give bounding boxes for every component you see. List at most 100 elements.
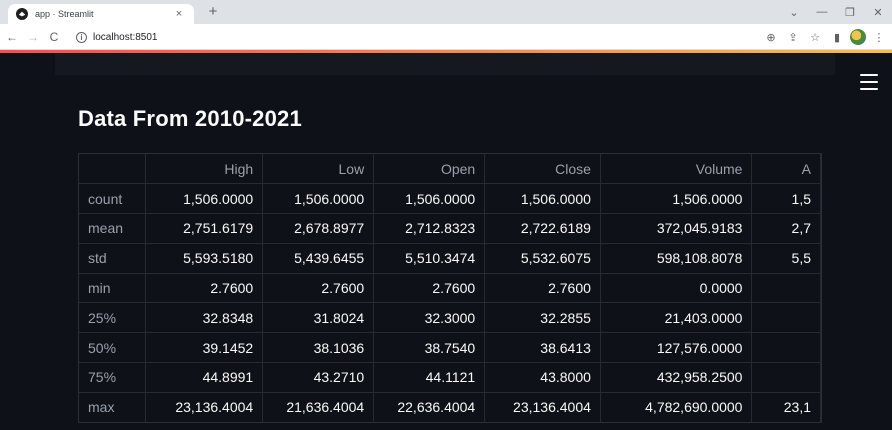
table-cell[interactable]: 432,958.2500 [600, 362, 753, 393]
reload-icon[interactable]: C [49, 29, 59, 44]
table-cell[interactable]: 598,108.8078 [600, 243, 753, 274]
table-cell[interactable]: 2,712.8323 [373, 213, 486, 244]
table-cell[interactable]: 2.7600 [484, 273, 601, 304]
stats-table: High Low Open Close Volume A count 1,506… [79, 154, 821, 422]
table-cell[interactable]: 5,439.6455 [262, 243, 375, 274]
row-index: 25% [79, 302, 146, 334]
streamlit-decoration-bar [0, 50, 892, 53]
row-index: max [79, 392, 146, 422]
table-cell[interactable]: 2,722.6189 [484, 213, 601, 244]
table-cell[interactable]: 21,403.0000 [600, 302, 753, 334]
table-row: mean 2,751.6179 2,678.8977 2,712.8323 2,… [79, 213, 821, 244]
table-row: std 5,593.5180 5,439.6455 5,510.3474 5,5… [79, 243, 821, 274]
table-cell[interactable]: 2,7 [751, 213, 821, 244]
table-row: 75% 44.8991 43.2710 44.1121 43.8000 432,… [79, 362, 821, 393]
table-cell[interactable]: 5,593.5180 [145, 243, 264, 274]
table-cell[interactable] [751, 273, 821, 304]
column-header[interactable]: Volume [600, 154, 753, 185]
row-index: 50% [79, 332, 146, 364]
row-index: 75% [79, 362, 146, 393]
table-row: min 2.7600 2.7600 2.7600 2.7600 0.0000 [79, 273, 821, 304]
table-row: max 23,136.4004 21,636.4004 22,636.4004 … [79, 392, 821, 422]
table-cell[interactable]: 127,576.0000 [600, 332, 753, 364]
table-cell[interactable]: 372,045.9183 [600, 213, 753, 244]
close-window-icon[interactable]: ✕ [873, 6, 883, 19]
more-menu-icon[interactable]: ⋮ [873, 31, 885, 44]
table-cell[interactable]: 38.6413 [484, 332, 601, 364]
table-cell[interactable]: 44.8991 [145, 362, 264, 393]
table-cell[interactable]: 43.2710 [262, 362, 375, 393]
table-row: 25% 32.8348 31.8024 32.3000 32.2855 21,4… [79, 302, 821, 334]
browser-toolbar: ← → C i localhost:8501 ⊕ ⇪ ☆ ▮ ⋮ [0, 24, 892, 50]
table-cell[interactable]: 1,506.0000 [373, 183, 486, 215]
table-cell[interactable]: 23,1 [751, 392, 821, 422]
bookmark-star-icon[interactable]: ☆ [810, 31, 820, 44]
browser-tab[interactable]: app · Streamlit × [8, 4, 194, 24]
table-cell[interactable]: 2.7600 [145, 273, 264, 304]
forward-arrow-icon[interactable]: → [27, 29, 39, 44]
table-cell[interactable]: 32.2855 [484, 302, 601, 334]
new-tab-button[interactable]: + [208, 3, 218, 20]
table-cell[interactable] [751, 362, 821, 393]
table-cell[interactable]: 1,506.0000 [145, 183, 264, 215]
table-cell[interactable]: 39.1452 [145, 332, 264, 364]
table-cell[interactable]: 23,136.4004 [484, 392, 601, 422]
table-cell[interactable]: 31.8024 [262, 302, 375, 334]
column-header[interactable]: Close [484, 154, 601, 185]
column-header[interactable]: A [751, 154, 821, 185]
table-cell[interactable] [751, 332, 821, 364]
minimize-icon[interactable]: — [816, 6, 828, 18]
table-cell[interactable]: 1,506.0000 [262, 183, 375, 215]
dataframe[interactable]: High Low Open Close Volume A count 1,506… [78, 153, 822, 423]
table-cell[interactable]: 2,678.8977 [262, 213, 375, 244]
table-cell[interactable]: 38.7540 [373, 332, 486, 364]
streamlit-favicon-icon [16, 8, 28, 20]
table-cell[interactable]: 43.8000 [484, 362, 601, 393]
column-header[interactable]: Low [262, 154, 375, 185]
url-text[interactable]: localhost:8501 [93, 31, 158, 43]
tab-close-icon[interactable]: × [175, 8, 183, 20]
header-band [55, 53, 835, 75]
table-cell[interactable]: 2.7600 [373, 273, 486, 304]
table-cell[interactable]: 32.8348 [145, 302, 264, 334]
table-row: 50% 39.1452 38.1036 38.7540 38.6413 127,… [79, 332, 821, 364]
table-cell[interactable]: 4,782,690.0000 [600, 392, 753, 422]
table-cell[interactable]: 5,510.3474 [373, 243, 486, 274]
table-cell[interactable]: 1,506.0000 [484, 183, 601, 215]
table-cell[interactable] [751, 302, 821, 334]
table-cell[interactable]: 21,636.4004 [262, 392, 375, 422]
table-cell[interactable]: 22,636.4004 [373, 392, 486, 422]
address-bar[interactable]: i localhost:8501 [76, 27, 776, 47]
window-controls: ⌄ — ❐ ✕ [780, 0, 892, 24]
column-header[interactable] [79, 154, 146, 185]
table-cell[interactable]: 5,532.6075 [484, 243, 601, 274]
table-cell[interactable]: 2,751.6179 [145, 213, 264, 244]
table-cell[interactable]: 2.7600 [262, 273, 375, 304]
back-arrow-icon[interactable]: ← [6, 29, 18, 44]
column-header[interactable]: High [145, 154, 264, 185]
row-index: mean [79, 213, 146, 244]
share-icon[interactable]: ⇪ [788, 31, 798, 44]
table-cell[interactable]: 5,5 [751, 243, 821, 274]
site-info-icon[interactable]: i [76, 31, 87, 43]
row-index: min [79, 273, 146, 304]
toolbar-actions: ⊕ ⇪ ☆ ▮ ⋮ [762, 24, 888, 50]
zoom-icon[interactable]: ⊕ [766, 31, 776, 44]
table-cell[interactable]: 0.0000 [600, 273, 753, 304]
tab-search-icon[interactable]: ⌄ [789, 6, 799, 19]
side-panel-icon[interactable]: ▮ [833, 31, 841, 44]
table-cell[interactable]: 1,506.0000 [600, 183, 753, 215]
table-header-row: High Low Open Close Volume A [79, 154, 821, 185]
page-title: Data From 2010-2021 [78, 106, 302, 131]
table-cell[interactable]: 23,136.4004 [145, 392, 264, 422]
browser-tab-strip: app · Streamlit × + ⌄ — ❐ ✕ [0, 0, 892, 24]
table-cell[interactable]: 1,5 [751, 183, 821, 215]
restore-icon[interactable]: ❐ [845, 6, 855, 19]
profile-avatar[interactable] [850, 29, 866, 45]
table-cell[interactable]: 44.1121 [373, 362, 486, 393]
table-cell[interactable]: 38.1036 [262, 332, 375, 364]
main-menu-icon[interactable] [860, 74, 878, 90]
column-header[interactable]: Open [373, 154, 486, 185]
table-cell[interactable]: 32.3000 [373, 302, 486, 334]
table-row: count 1,506.0000 1,506.0000 1,506.0000 1… [79, 183, 821, 215]
